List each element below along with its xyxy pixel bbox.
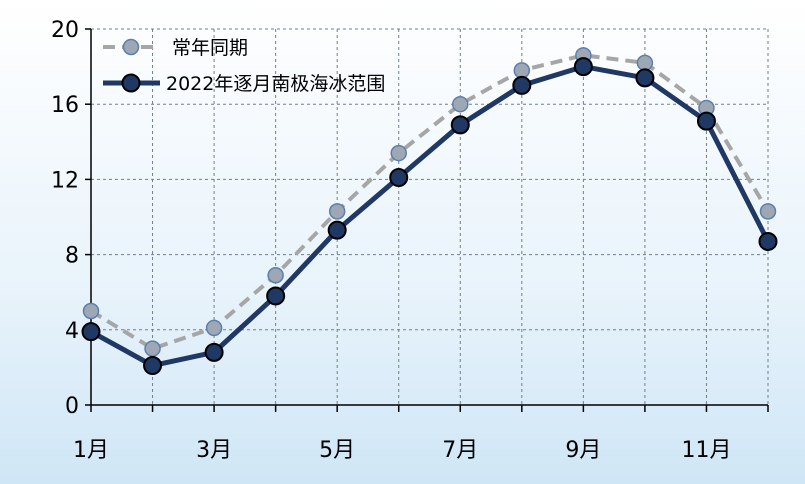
legend-label: 常年同期 bbox=[172, 37, 248, 59]
data-point bbox=[389, 168, 409, 188]
data-point bbox=[636, 54, 654, 72]
data-point bbox=[144, 340, 161, 357]
data-point bbox=[759, 203, 777, 220]
data-point bbox=[143, 356, 163, 376]
data-point bbox=[328, 203, 346, 220]
grid bbox=[91, 28, 769, 405]
x-tick-label: 5月 bbox=[319, 438, 355, 463]
legend-marker bbox=[122, 38, 140, 56]
y-tick-label: 0 bbox=[65, 394, 79, 419]
data-point bbox=[512, 75, 532, 95]
data-point bbox=[452, 95, 469, 113]
axes bbox=[90, 29, 768, 406]
x-tick-label: 11月 bbox=[681, 438, 731, 463]
y-tick-label: 20 bbox=[51, 18, 79, 43]
legend: 常年同期 2022年逐月南极海冰范围 bbox=[103, 37, 385, 95]
y-tick-label: 8 bbox=[65, 244, 79, 269]
y-tick-label: 4 bbox=[65, 319, 79, 344]
y-axis-ticks: 0 4 8 12 16 20 bbox=[51, 18, 91, 419]
data-point bbox=[204, 342, 224, 362]
data-point bbox=[267, 267, 284, 284]
x-tick-label: 1月 bbox=[73, 438, 109, 463]
data-point bbox=[81, 322, 101, 342]
data-point bbox=[390, 144, 407, 162]
data-point bbox=[635, 68, 655, 88]
data-point bbox=[696, 111, 716, 131]
data-point bbox=[450, 115, 470, 135]
legend-marker bbox=[121, 73, 141, 93]
series-2 bbox=[81, 57, 778, 376]
data-point bbox=[205, 319, 223, 337]
data-point bbox=[266, 286, 286, 306]
x-tick-label: 9月 bbox=[565, 438, 601, 463]
series-line bbox=[89, 64, 771, 369]
data-point bbox=[82, 302, 100, 320]
series-line bbox=[89, 53, 770, 351]
data-point bbox=[513, 62, 531, 79]
y-tick-label: 16 bbox=[51, 93, 79, 118]
legend-label: 2022年逐月南极海冰范围 bbox=[166, 73, 385, 95]
x-tick-label: 7月 bbox=[442, 438, 478, 463]
x-axis-ticks: 1月 3月 5月 7月 9月 11月 bbox=[73, 405, 769, 463]
x-tick-label: 3月 bbox=[196, 438, 232, 463]
data-point bbox=[573, 57, 593, 77]
y-tick-label: 12 bbox=[51, 168, 79, 193]
data-point bbox=[758, 231, 778, 251]
data-point bbox=[327, 220, 347, 240]
series-layer bbox=[81, 47, 778, 376]
